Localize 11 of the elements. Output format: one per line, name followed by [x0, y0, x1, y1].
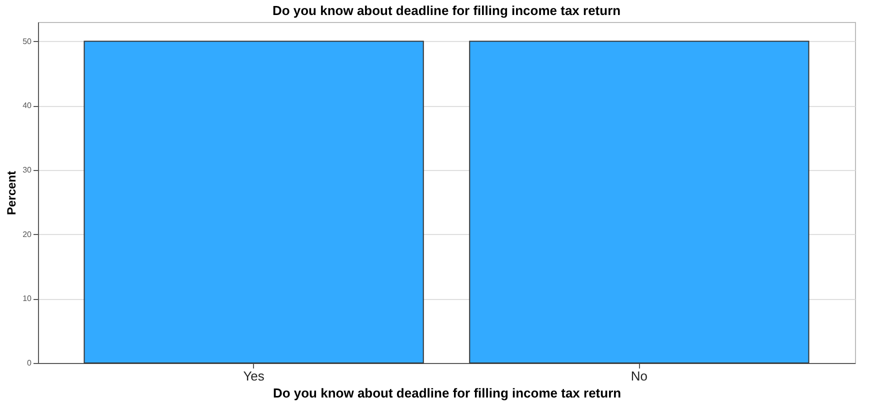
chart-title: Do you know about deadline for filling income tax return	[272, 3, 621, 18]
y-tick-label: 0	[27, 358, 32, 368]
x-tick-label: Yes	[243, 368, 265, 384]
y-tick-label: 20	[22, 230, 32, 239]
y-axis-title: Percent	[4, 170, 19, 216]
y-tick-label: 50	[22, 36, 32, 46]
x-axis-title: Do you know about deadline for filling income tax return	[272, 386, 622, 400]
y-tick-label: 10	[22, 294, 32, 304]
x-tick-label: No	[630, 368, 648, 384]
y-tick-label: 40	[22, 101, 32, 110]
y-tick-label: 30	[22, 165, 32, 174]
